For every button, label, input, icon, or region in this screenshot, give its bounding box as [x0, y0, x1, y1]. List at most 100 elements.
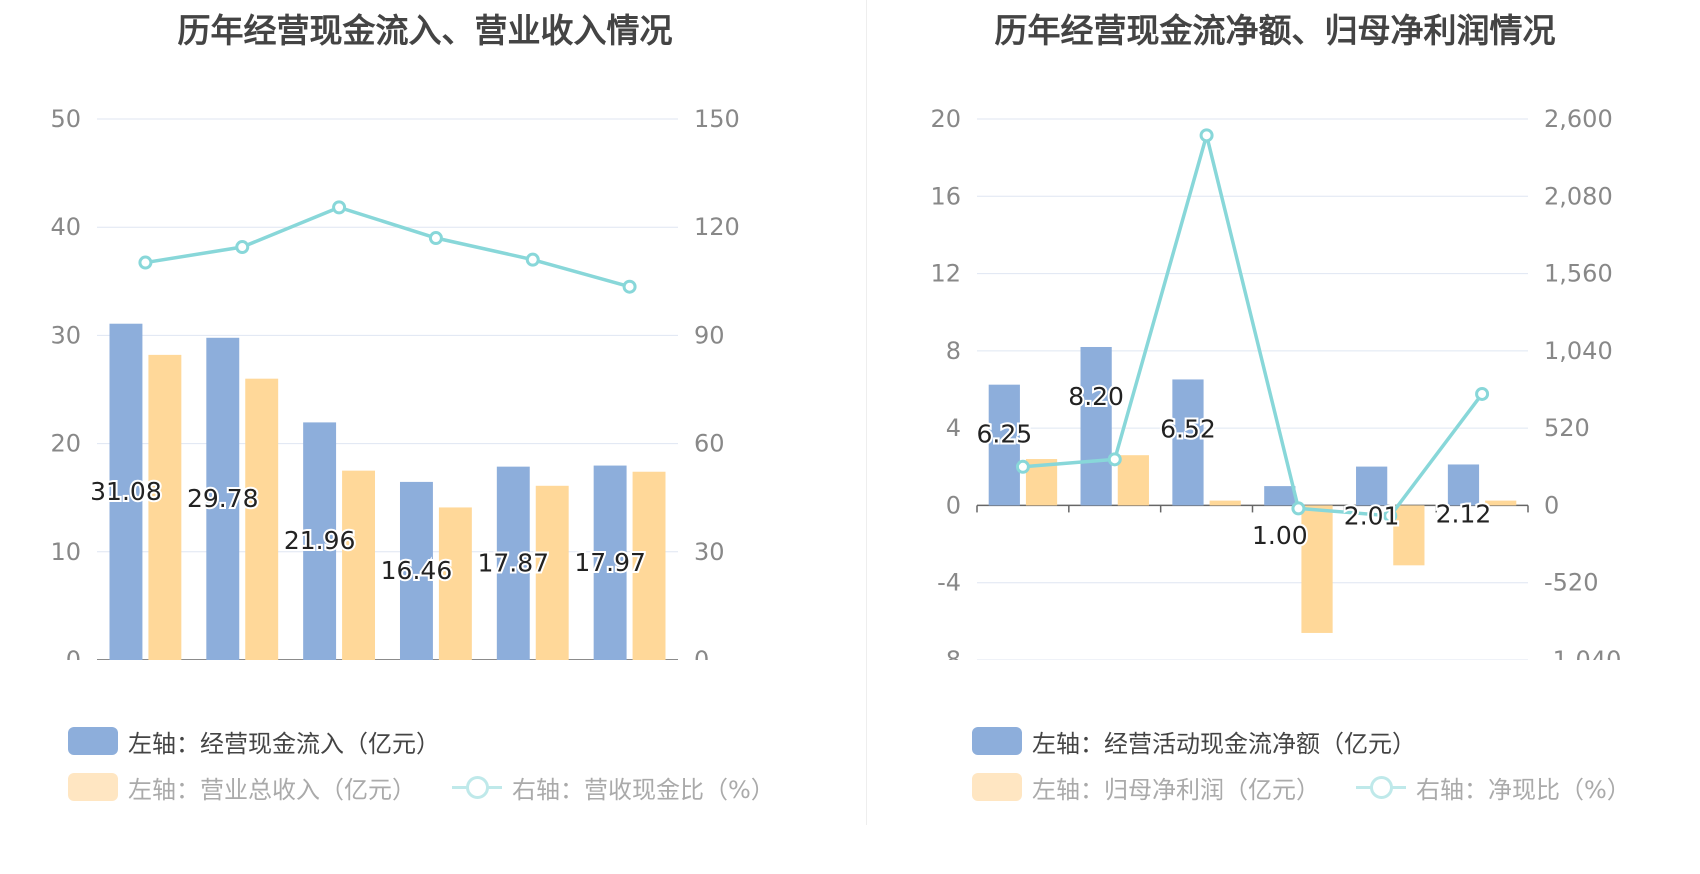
- ratio-line: [1022, 128, 1484, 518]
- ratio-line: [145, 205, 631, 289]
- bar-data-label: 6.25: [976, 420, 1032, 449]
- y-tick-label-right: 150: [694, 105, 740, 133]
- bar-data-label: 29.78: [187, 484, 259, 513]
- ratio-line-point: [1475, 386, 1490, 401]
- bar-primary: [1447, 464, 1480, 506]
- y-tick-label-left: 10: [50, 538, 81, 566]
- legend-item-net-operating-cashflow[interactable]: 左轴：经营活动现金流净额（亿元）: [972, 724, 1416, 759]
- bar-primary: [1080, 346, 1112, 506]
- bar-secondary: [1301, 505, 1333, 633]
- legend-item-revenue-cash-ratio[interactable]: 右轴：营收现金比（%）: [452, 770, 775, 805]
- legend-swatch-line-icon: [452, 773, 502, 801]
- y-tick-label-right: 0: [1544, 491, 1559, 519]
- bar-primary: [399, 481, 433, 660]
- y-tick-label-right: -520: [1544, 569, 1598, 597]
- y-tick-label-right: 520: [1544, 414, 1590, 442]
- ratio-line-point: [235, 240, 250, 255]
- panel-divider: [866, 0, 867, 825]
- bar-primary: [496, 466, 530, 660]
- y-tick-label-left: 50: [50, 105, 81, 133]
- bar-primary: [1172, 379, 1204, 506]
- y-tick-label-right: 120: [694, 213, 740, 241]
- y-tick-label-left: 12: [930, 260, 961, 288]
- bar-data-label: 2.01: [1344, 502, 1400, 531]
- y-tick-label-right: 0: [694, 646, 709, 660]
- bar-data-label: 16.46: [381, 556, 453, 585]
- ratio-line-point: [332, 200, 347, 215]
- bar-secondary: [1485, 500, 1517, 506]
- legend-swatch-bar: [972, 727, 1022, 755]
- bar-data-label: 17.87: [477, 548, 549, 577]
- y-tick-label-right: 30: [694, 538, 725, 566]
- bar-secondary: [245, 378, 279, 660]
- legend-item-net-cash-ratio[interactable]: 右轴：净现比（%）: [1356, 770, 1631, 805]
- ratio-line-point: [1291, 501, 1306, 516]
- legend-swatch-bar: [68, 773, 118, 801]
- y-tick-label-left: 4: [946, 414, 961, 442]
- bar-secondary: [438, 507, 472, 660]
- y-tick-label-right: 60: [694, 430, 725, 458]
- y-tick-label-right: 1,560: [1544, 260, 1613, 288]
- bar-primary: [109, 323, 143, 660]
- ratio-line-point: [1383, 508, 1398, 523]
- y-tick-label-left: 30: [50, 321, 81, 349]
- bar-secondary: [535, 485, 569, 660]
- bar-primary: [988, 384, 1020, 506]
- bar-data-label: 2.12: [1436, 499, 1492, 528]
- ratio-line-point: [525, 252, 540, 267]
- legend-row-1: 左轴：经营活动现金流净额（亿元）: [972, 724, 1452, 758]
- y-tick-label-left: 20: [50, 430, 81, 458]
- legend-swatch-bar: [972, 773, 1022, 801]
- chart-title: 历年经营现金流入、营业收入情况: [177, 11, 673, 50]
- bar-data-label: 17.97: [574, 548, 646, 577]
- bar-secondary: [1393, 505, 1425, 566]
- y-tick-label-left: 16: [930, 182, 961, 210]
- legend-label: 左轴：归母净利润（亿元）: [1032, 775, 1320, 804]
- legend-item-cash-inflow[interactable]: 左轴：经营现金流入（亿元）: [68, 724, 440, 759]
- legend-item-net-profit[interactable]: 左轴：归母净利润（亿元）: [972, 770, 1320, 805]
- legend-item-revenue[interactable]: 左轴：营业总收入（亿元）: [68, 770, 416, 805]
- ratio-line-point: [1015, 459, 1030, 474]
- legend-label: 右轴：营收现金比（%）: [512, 775, 775, 804]
- bar-data-label: 21.96: [284, 526, 356, 555]
- bar-secondary: [632, 471, 666, 660]
- bar-primary: [206, 337, 240, 660]
- y-tick-label-left: -4: [937, 569, 961, 597]
- bar-secondary: [148, 354, 182, 660]
- chart-plot-area: -8 -1,040 -4 -520 0 0 4 520 8 1,040 12 1,560 16 2,080…: [930, 105, 1621, 660]
- ratio-line-point: [1107, 452, 1122, 467]
- y-tick-label-left: 0: [946, 491, 961, 519]
- y-tick-label-right: 1,040: [1544, 337, 1613, 365]
- bar-data-label: 8.20: [1068, 382, 1124, 411]
- y-tick-label-left: 8: [946, 337, 961, 365]
- chart-panel-cashflow-revenue: 历年经营现金流入、营业收入情况 0 0 10 30 20 60 30 90 40 120 50 150…: [50, 11, 775, 805]
- bar-secondary: [342, 470, 376, 660]
- y-tick-label-left: 40: [50, 213, 81, 241]
- y-tick-label-right: 2,600: [1544, 105, 1613, 133]
- legend-label: 左轴：经营活动现金流净额（亿元）: [1032, 729, 1416, 758]
- ratio-line-point: [622, 279, 637, 294]
- bar-data-label: 1.00: [1252, 521, 1308, 550]
- legend-label: 左轴：营业总收入（亿元）: [128, 775, 416, 804]
- y-tick-label-left: 20: [930, 105, 961, 133]
- legend-swatch-line-icon: [1356, 773, 1406, 801]
- ratio-line-point: [1199, 128, 1214, 143]
- legend-label: 右轴：净现比（%）: [1416, 775, 1631, 804]
- bar-primary: [1356, 466, 1388, 506]
- bar-primary: [303, 422, 337, 660]
- y-tick-label-right: -1,040: [1544, 646, 1621, 660]
- ratio-line-point: [428, 231, 443, 246]
- bar-data-label: 6.52: [1160, 414, 1216, 443]
- y-tick-label-left: 0: [66, 646, 81, 660]
- chart-panel-net-cashflow-profit: 历年经营现金流净额、归母净利润情况 -8 -1,040 -4 -520 0 0 4 520 8 1…: [850, 0, 1700, 874]
- legend-label: 左轴：经营现金流入（亿元）: [128, 729, 440, 758]
- bar-secondary: [1209, 500, 1241, 506]
- bar-primary: [593, 465, 627, 660]
- legend-row-1: 左轴：经营现金流入（亿元）: [68, 724, 476, 758]
- chart-title: 历年经营现金流净额、归母净利润情况: [994, 11, 1556, 50]
- bar-secondary: [1117, 455, 1149, 506]
- y-tick-label-left: -8: [937, 646, 961, 660]
- chart-plot-area: 0010302060309040120501502018201920202021…: [50, 105, 740, 660]
- bar-primary: [1264, 486, 1296, 506]
- y-tick-label-right: 2,080: [1544, 182, 1613, 210]
